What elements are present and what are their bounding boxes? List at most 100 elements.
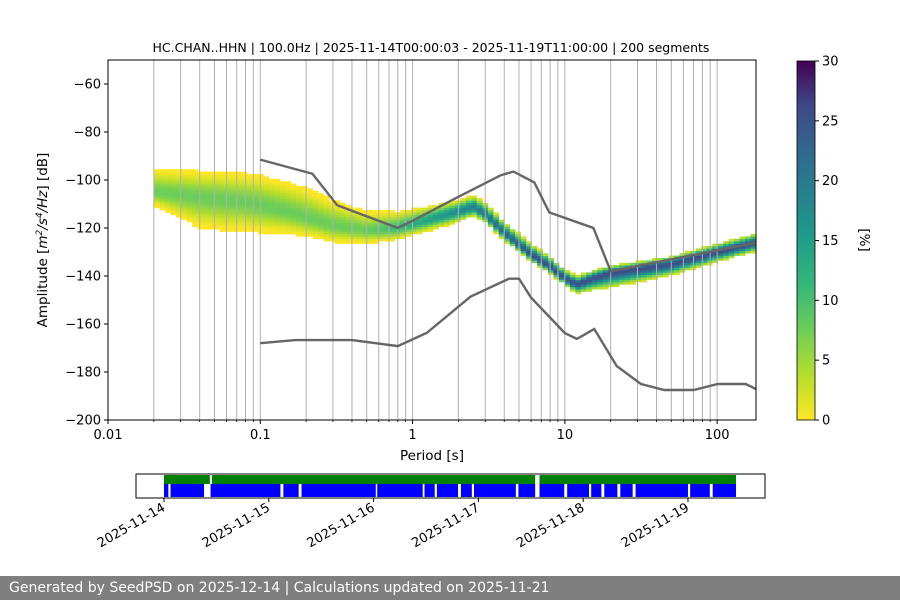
heatmap-cell [575,286,582,290]
heatmap-cell [225,174,231,177]
heatmap-cell [613,274,620,278]
heatmap-cell [389,217,396,220]
heatmap-cell [170,195,177,199]
heatmap-cell [602,277,609,280]
heatmap-cell [624,274,631,278]
heatmap-cell [356,231,363,235]
heatmap-cell [739,236,746,240]
heatmap-cell [356,226,363,230]
heatmap-cell [279,217,286,220]
heatmap-cell [323,200,330,204]
heatmap-cell [515,243,522,247]
heatmap-cell [339,224,346,228]
heatmap-cell [542,262,549,266]
heatmap-cell [465,205,472,208]
heatmap-cell [553,277,560,280]
heatmap-cell [263,198,270,201]
heatmap-cell [285,229,292,232]
heatmap-cell [454,205,461,208]
heatmap-cell [378,226,385,230]
heatmap-cell [329,210,335,213]
heatmap-cell [230,212,237,216]
heatmap-cell [542,255,549,259]
heatmap-cell [383,214,390,218]
heatmap-cell [318,222,324,225]
heatmap-cell [471,214,478,218]
heatmap-cell [547,265,554,268]
heatmap-cell [427,222,434,225]
heatmap-cell [241,217,248,220]
heatmap-cell [318,217,324,220]
heatmap-cell [268,229,275,232]
heatmap-cell [558,267,565,271]
heatmap-cell [164,178,171,182]
heatmap-cell [318,219,324,223]
heatmap-cell [438,210,445,213]
heatmap-cell [241,226,248,230]
heatmap-cell [274,198,281,201]
heatmap-cell [526,246,532,249]
heatmap-cell [739,241,746,244]
heatmap-cell [641,270,647,273]
heatmap-cell [712,246,719,249]
heatmap-cell [619,282,626,285]
heatmap-cell [318,210,324,213]
heatmap-cell [476,212,483,216]
colorbar-tick-label: 10 [822,294,839,309]
heatmap-cell [219,202,226,206]
heatmap-cell [498,229,505,232]
heatmap-cell [175,183,182,187]
heatmap-cell [422,207,428,211]
heatmap-cell [290,217,297,220]
heatmap-cell [164,176,171,180]
heatmap-cell [361,219,368,223]
heatmap-cell [646,270,653,273]
heatmap-cell [635,262,642,266]
heatmap-cell [739,246,746,249]
heatmap-cell [192,207,199,211]
heatmap-cell [164,174,171,177]
heatmap-cell [400,236,407,240]
heatmap-cell [274,224,281,228]
heatmap-cell [279,207,286,211]
segment-used-bar [591,484,602,497]
heatmap-cell [356,224,363,228]
heatmap-cell [252,229,259,232]
heatmap-cell [214,202,220,206]
heatmap-cell [613,279,620,283]
heatmap-cell [345,224,352,228]
heatmap-cell [624,279,631,283]
heatmap-cell [717,253,724,256]
heatmap-cell [181,198,188,201]
heatmap-cell [197,193,204,196]
heatmap-cell [312,202,319,206]
heatmap-cell [383,219,390,223]
heatmap-cell [235,174,242,177]
heatmap-cell [602,267,609,271]
heatmap-cell [208,193,215,196]
heatmap-cell [203,171,209,175]
heatmap-cell [367,214,374,218]
heatmap-cell [263,212,270,216]
heatmap-cell [252,193,259,196]
heatmap-cell [701,262,708,266]
heatmap-cell [241,202,248,206]
heatmap-cell [192,181,199,184]
heatmap-cell [586,284,593,288]
heatmap-cell [334,231,341,235]
heatmap-cell [208,224,215,228]
heatmap-cell [164,181,171,184]
heatmap-cell [241,193,248,196]
colorbar-tick-label: 20 [822,174,839,189]
heatmap-cell [279,222,286,225]
heatmap-cell [274,186,281,189]
heatmap-cell [684,253,691,256]
heatmap-cell [301,200,308,204]
heatmap-cell [734,238,740,242]
heatmap-cell [493,212,500,216]
heatmap-cell [186,176,193,180]
heatmap-cell [257,178,264,182]
heatmap-cell [214,222,220,225]
heatmap-cell [673,265,680,268]
timeline-tick-label: 2025-11-17 [409,500,482,551]
